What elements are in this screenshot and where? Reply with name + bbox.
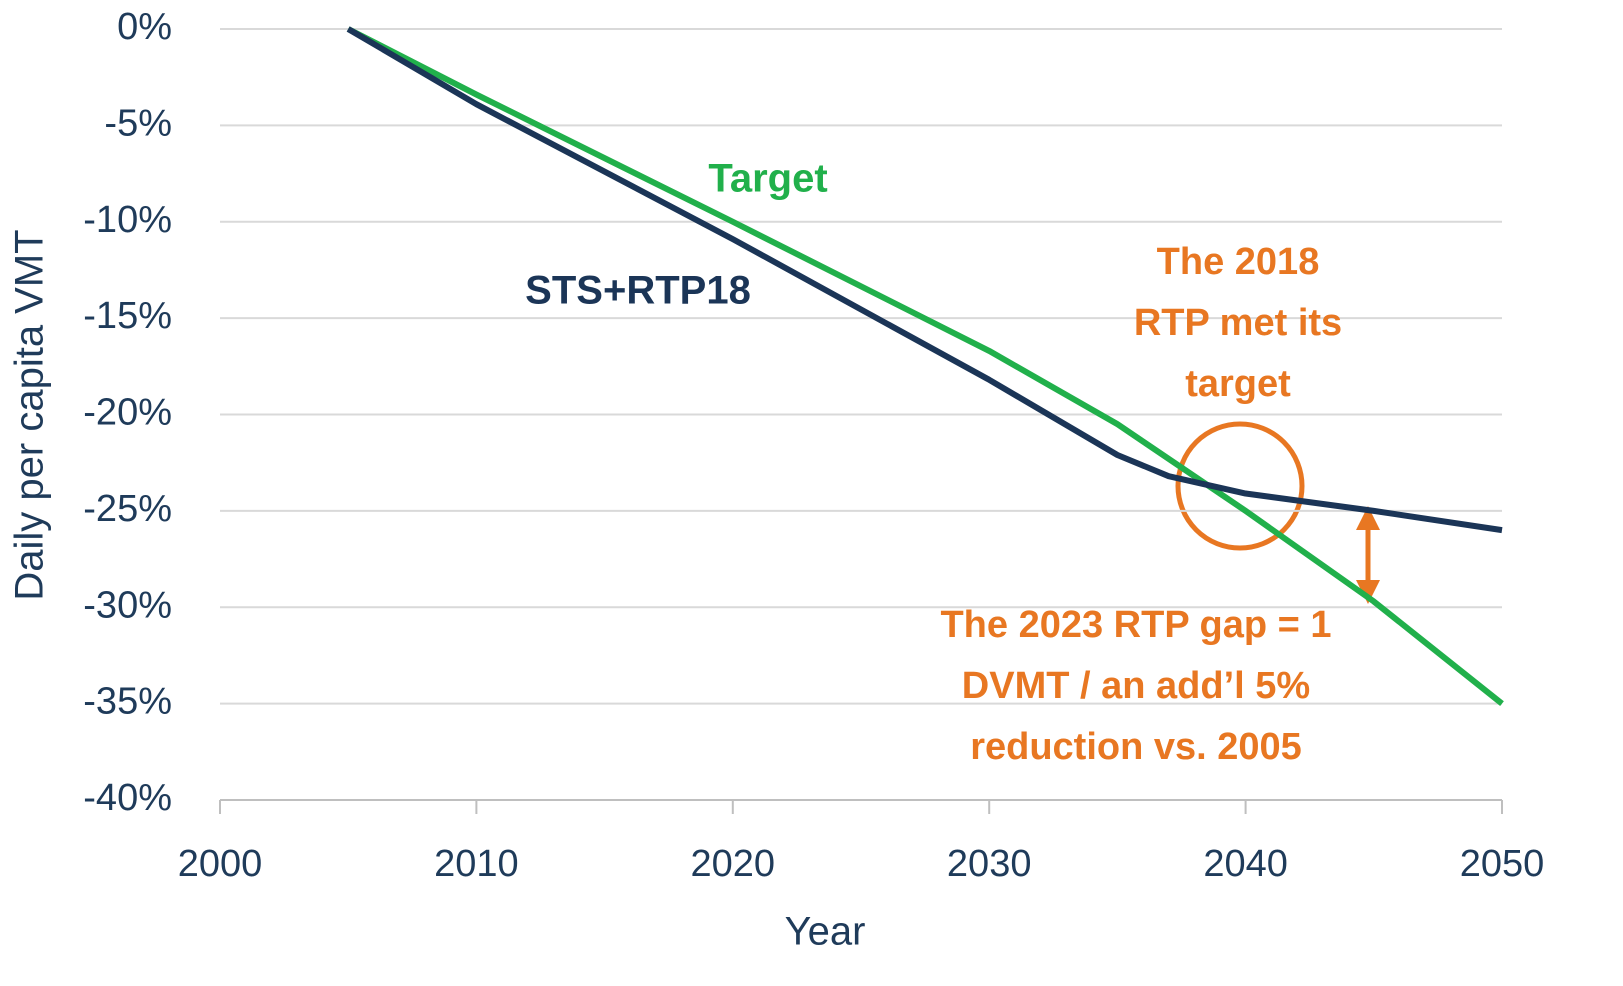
x-tick-label: 2020 [691, 843, 776, 885]
annotation: reduction vs. 2005 [970, 726, 1302, 768]
x-tick-label: 2010 [434, 843, 519, 885]
y-tick-label: -25% [83, 488, 172, 530]
annotation: The 2023 RTP gap = 1 [940, 604, 1331, 646]
gap-arrow [1356, 506, 1380, 604]
y-tick-label: -10% [83, 199, 172, 241]
highlight-circle [1175, 421, 1305, 551]
y-tick-label: -35% [83, 681, 172, 723]
annotation: DVMT / an add’l 5% [962, 665, 1310, 707]
x-tick-label: 2040 [1203, 843, 1288, 885]
series-label: STS+RTP18 [525, 269, 751, 313]
y-tick-label: -15% [83, 295, 172, 337]
y-tick-label: -40% [83, 777, 172, 819]
annotation: RTP met its [1134, 302, 1342, 344]
y-tick-label: -30% [83, 584, 172, 626]
y-tick-label: -20% [83, 392, 172, 434]
x-tick-label: 2050 [1460, 843, 1545, 885]
line-series [346, 26, 1504, 706]
y-axis-label: Daily per capita VMT [8, 229, 52, 600]
x-axis-label: Year [785, 910, 866, 954]
y-tick-label: 0% [117, 6, 172, 48]
x-tick-label: 2000 [178, 843, 263, 885]
line-series [346, 26, 1503, 534]
y-tick-label: -5% [104, 102, 172, 144]
annotation: The 2018 [1157, 241, 1320, 283]
annotation: target [1185, 363, 1291, 405]
x-tick-label: 2030 [947, 843, 1032, 885]
series-label: Target [708, 157, 827, 201]
